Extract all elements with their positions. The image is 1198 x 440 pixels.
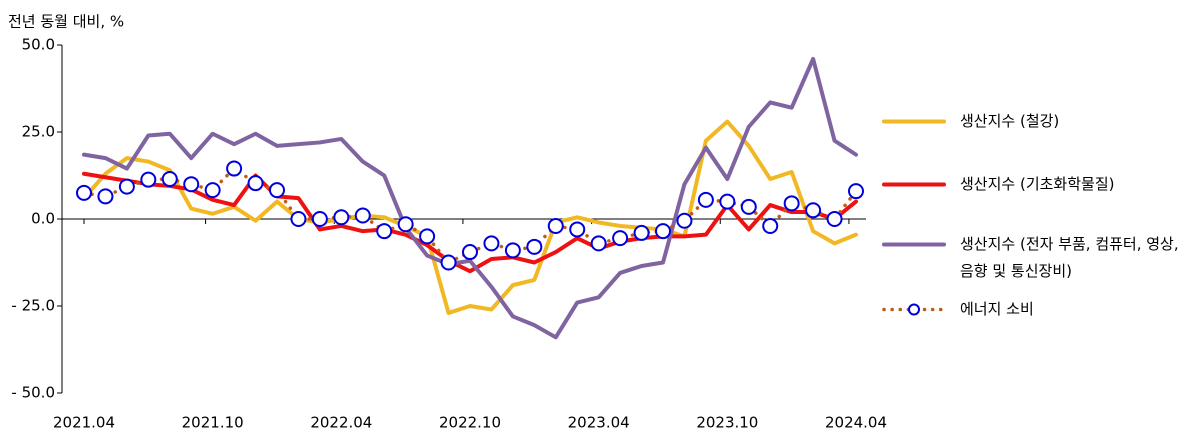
legend-item: 생산지수 (기초화학물질) xyxy=(882,171,1180,198)
data-point xyxy=(247,175,264,192)
legend-label: 생산지수 (기초화학물질) xyxy=(960,175,1115,193)
data-point xyxy=(526,238,543,255)
data-point xyxy=(290,211,307,227)
legend-item: 에너지 소비 xyxy=(882,296,1180,323)
data-point xyxy=(805,202,822,219)
data-point xyxy=(612,230,629,247)
legend-item: 생산지수 (철강) xyxy=(882,108,1180,135)
data-point xyxy=(397,216,414,233)
data-point xyxy=(226,160,243,177)
legend-label: 에너지 소비 xyxy=(960,300,1034,318)
legend-swatch xyxy=(882,303,946,316)
data-point xyxy=(183,176,200,193)
legend-item: 생산지수 (전자 부품, 컴퓨터, 영상, 음향 및 통신장비) xyxy=(882,231,1180,285)
x-tick-label: 2023.04 xyxy=(568,414,630,432)
x-tick-label: 2021.10 xyxy=(182,414,244,432)
series-line xyxy=(82,119,858,315)
data-point xyxy=(783,195,800,212)
y-tick-label: 25.0 xyxy=(22,123,55,141)
data-point xyxy=(333,209,350,226)
y-tick-label: 50.0 xyxy=(22,36,55,54)
series-line xyxy=(82,56,858,340)
x-tick-label: 2022.04 xyxy=(310,414,372,432)
data-point xyxy=(762,217,779,234)
data-point xyxy=(354,207,371,224)
legend-marker xyxy=(908,303,920,316)
data-point xyxy=(826,211,843,227)
data-point xyxy=(376,223,393,240)
data-point xyxy=(140,171,157,188)
x-tick-label: 2022.10 xyxy=(439,414,501,432)
legend-swatch xyxy=(882,182,946,187)
data-point xyxy=(204,182,221,199)
data-point xyxy=(590,235,607,252)
data-point xyxy=(440,254,457,271)
data-point xyxy=(118,178,135,195)
y-tick-label: - 25.0 xyxy=(11,297,55,315)
x-tick-label: 2021.04 xyxy=(53,414,115,432)
y-tick-label: - 50.0 xyxy=(11,384,55,402)
legend-swatch xyxy=(882,242,946,247)
data-point xyxy=(269,182,285,199)
data-point xyxy=(483,235,500,252)
y-tick-label: 0.0 xyxy=(31,210,55,228)
x-tick-label: 2023.10 xyxy=(696,414,758,432)
data-point xyxy=(719,193,736,210)
data-point xyxy=(697,191,714,208)
data-point xyxy=(97,188,114,205)
data-point xyxy=(76,184,92,201)
y-axis-label: 전년 동월 대비, % xyxy=(8,13,124,31)
legend-swatch xyxy=(882,119,946,124)
data-point xyxy=(462,244,478,261)
data-point xyxy=(633,224,650,241)
data-point xyxy=(547,217,564,234)
data-point xyxy=(740,198,757,215)
data-point xyxy=(419,228,436,245)
data-point xyxy=(655,223,671,240)
data-point xyxy=(569,221,586,238)
x-tick-label: 2024.04 xyxy=(825,414,887,432)
data-point xyxy=(676,212,693,229)
data-point xyxy=(311,211,328,227)
data-point xyxy=(161,170,178,187)
data-point xyxy=(504,242,521,259)
legend-label: 생산지수 (전자 부품, 컴퓨터, 영상, 음향 및 통신장비) xyxy=(960,235,1179,280)
legend-label: 생산지수 (철강) xyxy=(960,112,1060,130)
data-point xyxy=(848,183,864,200)
